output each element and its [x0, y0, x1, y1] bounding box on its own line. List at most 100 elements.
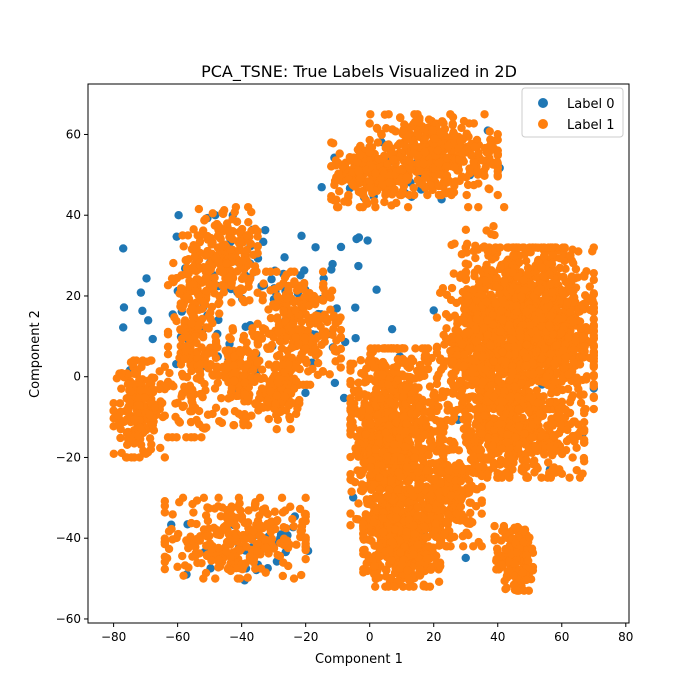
data-point: [172, 433, 181, 442]
data-point: [227, 298, 236, 307]
data-point: [446, 377, 456, 386]
data-point: [478, 156, 488, 165]
data-point: [579, 435, 589, 445]
data-point: [273, 292, 282, 301]
data-point: [446, 346, 455, 356]
data-point: [582, 372, 592, 381]
data-point: [301, 535, 310, 545]
data-point: [239, 534, 249, 544]
data-point: [548, 249, 558, 259]
data-point: [579, 427, 589, 436]
data-point: [525, 321, 535, 330]
data-point: [191, 552, 200, 561]
data-point: [189, 240, 198, 250]
data-point: [566, 251, 575, 260]
data-point: [208, 209, 217, 218]
data-point: [527, 280, 537, 290]
data-point: [517, 466, 526, 475]
data-point: [373, 138, 383, 147]
data-point: [336, 325, 346, 335]
data-point: [374, 154, 383, 164]
data-point: [235, 348, 245, 357]
data-point: [201, 251, 211, 260]
data-point: [443, 141, 453, 151]
data-point: [336, 354, 346, 363]
data-point: [291, 306, 300, 315]
data-point: [542, 404, 551, 414]
data-point: [243, 360, 252, 369]
data-point: [259, 279, 268, 288]
data-point: [409, 183, 418, 193]
data-point: [403, 202, 413, 212]
data-point: [506, 392, 516, 402]
data-point: [168, 535, 177, 544]
data-point: [201, 214, 210, 224]
data-point: [396, 113, 405, 123]
data-point: [548, 465, 557, 474]
data-point: [532, 462, 541, 471]
data-point: [512, 414, 521, 423]
data-point: [496, 243, 505, 252]
data-point: [328, 330, 337, 340]
data-point: [421, 350, 431, 360]
data-point: [136, 385, 145, 395]
data-point: [335, 149, 344, 158]
data-point: [535, 366, 544, 376]
data-point: [258, 505, 267, 515]
data-point: [263, 397, 272, 406]
data-point: [179, 571, 188, 580]
data-point: [589, 315, 598, 324]
data-point: [253, 539, 262, 548]
data-point: [244, 506, 253, 515]
data-point: [251, 499, 260, 509]
data-point: [162, 554, 172, 563]
data-point: [198, 423, 207, 432]
data-point: [239, 420, 248, 430]
data-point: [442, 171, 452, 180]
data-point: [129, 379, 138, 389]
data-point: [130, 369, 139, 378]
data-point: [572, 373, 582, 382]
data-point: [182, 536, 191, 545]
data-point: [589, 404, 598, 414]
data-point: [381, 124, 391, 133]
data-point: [392, 198, 401, 208]
data-point: [351, 333, 360, 343]
data-point: [496, 327, 505, 336]
data-point: [498, 397, 507, 406]
data-point: [220, 407, 229, 417]
data-point: [493, 157, 502, 167]
data-point: [186, 407, 195, 416]
data-point: [465, 164, 474, 173]
data-point: [574, 420, 583, 429]
data-point: [327, 138, 336, 147]
data-point: [261, 535, 270, 545]
data-point: [245, 552, 255, 561]
data-point: [213, 343, 222, 352]
data-point: [297, 570, 306, 580]
data-point: [210, 221, 220, 230]
data-point: [558, 345, 568, 355]
data-point: [109, 399, 118, 408]
data-point: [234, 493, 244, 503]
data-point: [290, 267, 299, 276]
data-point: [234, 246, 244, 255]
data-point: [528, 369, 538, 379]
data-point: [318, 282, 328, 292]
data-point: [252, 267, 261, 276]
data-point: [557, 449, 567, 459]
data-point: [300, 292, 309, 302]
data-point: [294, 339, 303, 348]
data-point: [291, 377, 301, 386]
data-point: [297, 349, 306, 359]
data-point: [508, 335, 517, 344]
data-point: [522, 455, 531, 465]
data-point: [109, 449, 118, 459]
data-point: [204, 504, 214, 513]
data-point: [472, 135, 482, 145]
data-point: [355, 150, 365, 160]
data-point: [415, 166, 424, 176]
data-point: [522, 307, 531, 316]
data-point: [165, 368, 174, 378]
data-point: [589, 268, 598, 278]
